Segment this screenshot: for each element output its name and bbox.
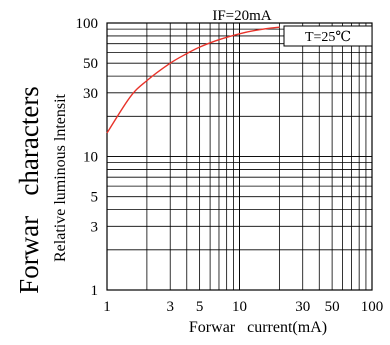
grid (106, 22, 373, 291)
y-tick-label: 3 (91, 219, 99, 235)
x-tick-label: 5 (196, 299, 204, 315)
x-tick-label: 1 (103, 299, 111, 315)
y-axis-label-sub: Relative luminous lntensit (52, 93, 69, 262)
x-tick-label: 30 (295, 299, 310, 315)
series-line (106, 26, 280, 134)
annotation-box (283, 25, 373, 47)
x-axis-label: Forwar current(mA) (189, 319, 327, 336)
y-axis-label-main: Forwar characters (14, 86, 44, 294)
y-tick-label: 1 (91, 283, 99, 299)
x-tick-label: 100 (361, 299, 384, 315)
y-tick-label: 50 (83, 56, 98, 72)
chart-title: IF=20mA (212, 8, 271, 24)
x-tick-label: 10 (232, 299, 247, 315)
y-tick-label: 5 (91, 190, 99, 206)
annotation-text: T=25℃ (305, 30, 351, 45)
y-tick-label: 100 (76, 16, 99, 32)
y-tick-label: 10 (83, 150, 98, 166)
x-tick-label: 50 (325, 299, 340, 315)
tick-labels: 1 3 5 10 30 50 100 1 3 5 10 30 50 100 (76, 16, 384, 315)
y-tick-label: 30 (83, 86, 98, 102)
series-layer (106, 26, 280, 134)
plot-frame (106, 22, 373, 291)
x-tick-label: 3 (166, 299, 174, 315)
